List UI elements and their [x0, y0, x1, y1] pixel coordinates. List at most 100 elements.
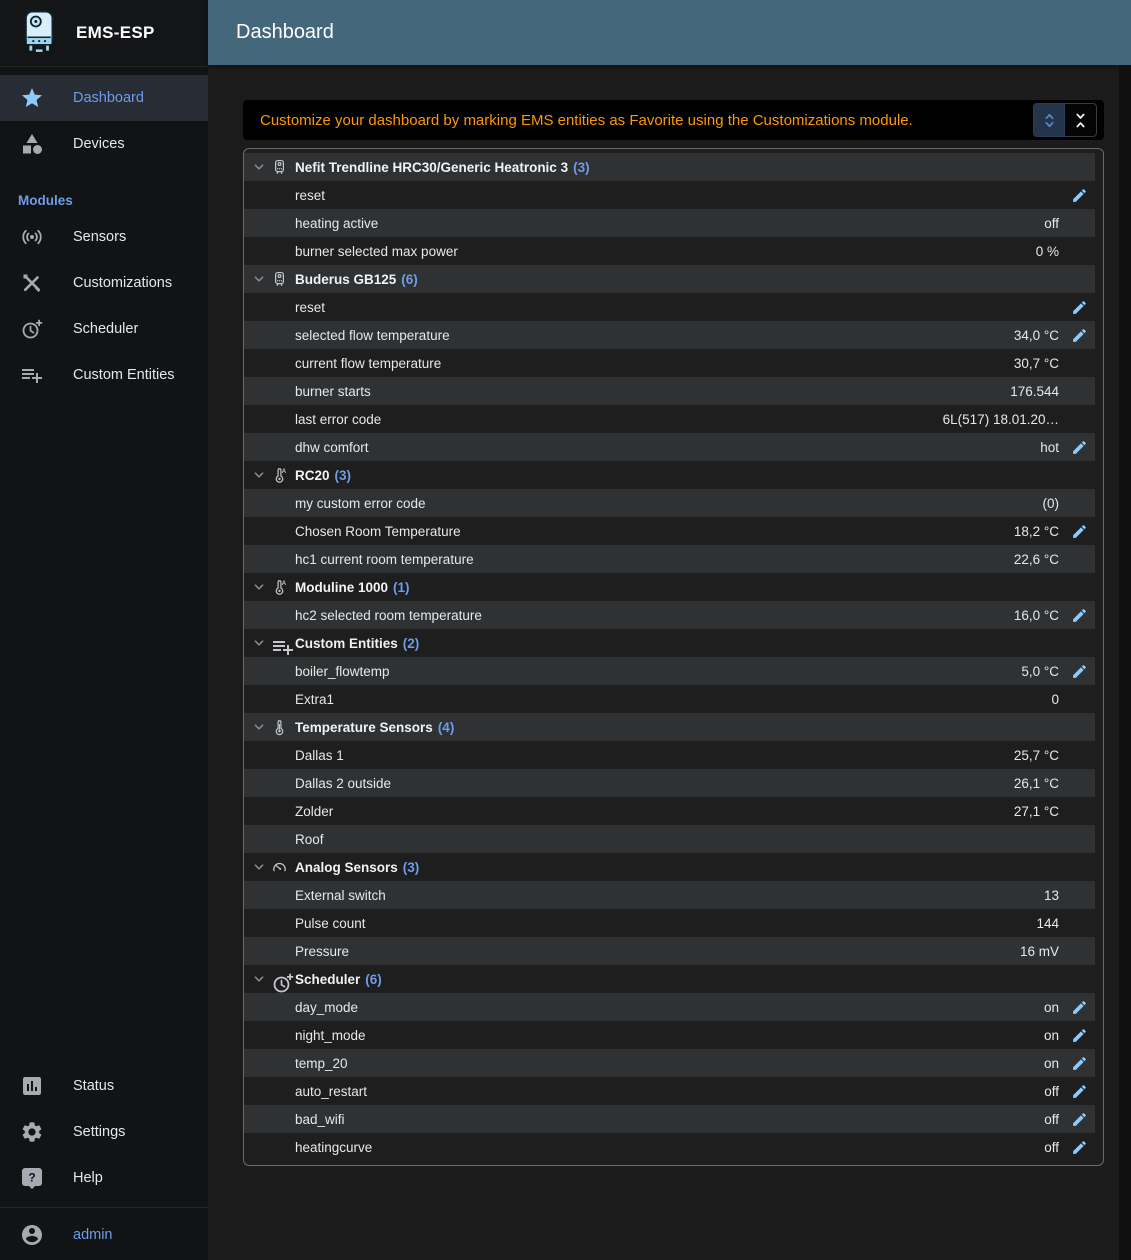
entity-value: hot	[1040, 439, 1059, 455]
group-name: Temperature Sensors	[295, 719, 433, 735]
sidebar-item-help[interactable]: ? Help	[0, 1155, 208, 1201]
edit-pencil-icon[interactable]	[1071, 439, 1088, 456]
group-header-row[interactable]: Analog Sensors (3)	[244, 853, 1095, 881]
group-header-row[interactable]: Custom Entities (2)	[244, 629, 1095, 657]
expand-all-button[interactable]	[1033, 103, 1065, 137]
edit-slot	[1067, 1135, 1091, 1159]
entity-value: 18,2 °C	[1013, 523, 1059, 539]
favorites-hint-text: Customize your dashboard by marking EMS …	[260, 111, 913, 129]
thermostat-auto-icon: A	[271, 579, 288, 596]
edit-slot	[1067, 547, 1091, 571]
entity-row: temp_20 on	[244, 1049, 1095, 1077]
sidebar-item-label: Help	[73, 1170, 103, 1186]
entity-value: off	[1044, 215, 1059, 231]
group-name: Custom Entities	[295, 635, 398, 651]
edit-pencil-icon[interactable]	[1071, 187, 1088, 204]
chevron-down-icon[interactable]	[251, 635, 267, 651]
group-name: Buderus GB125	[295, 271, 397, 287]
entity-value: 30,7 °C	[1013, 355, 1059, 371]
edit-pencil-icon[interactable]	[1071, 1111, 1088, 1128]
chevron-down-icon[interactable]	[251, 579, 267, 595]
sidebar-item-custom-entities[interactable]: Custom Entities	[0, 352, 208, 398]
sidebar-item-scheduler[interactable]: Scheduler	[0, 306, 208, 352]
entity-value: 144	[1036, 915, 1059, 931]
edit-slot	[1067, 1107, 1091, 1131]
group-name: Analog Sensors	[295, 859, 398, 875]
entity-row: External switch 13	[244, 881, 1095, 909]
chevron-down-icon[interactable]	[251, 719, 267, 735]
entity-row: night_mode on	[244, 1021, 1095, 1049]
entity-row: Chosen Room Temperature 18,2 °C	[244, 517, 1095, 545]
sidebar-item-label: Customizations	[73, 275, 173, 291]
sidebar-item-customizations[interactable]: Customizations	[0, 260, 208, 306]
chevron-down-icon[interactable]	[251, 467, 267, 483]
sidebar-item-status[interactable]: Status	[0, 1063, 208, 1109]
group-count: (6)	[365, 971, 382, 987]
entity-name: Pressure	[295, 943, 350, 959]
entity-name: Dallas 1	[295, 747, 344, 763]
edit-pencil-icon[interactable]	[1071, 663, 1088, 680]
edit-pencil-icon[interactable]	[1071, 1027, 1088, 1044]
edit-slot	[1067, 911, 1091, 935]
edit-slot	[1067, 379, 1091, 403]
sidebar-item-settings[interactable]: Settings	[0, 1109, 208, 1155]
edit-pencil-icon[interactable]	[1071, 299, 1088, 316]
entity-row: burner starts 176.544	[244, 377, 1095, 405]
entity-name: day_mode	[295, 999, 359, 1015]
signed-in-user-label: admin	[73, 1227, 113, 1243]
boiler-icon	[271, 271, 288, 288]
edit-slot	[1067, 827, 1091, 851]
edit-slot	[1067, 771, 1091, 795]
sensors-icon	[20, 225, 44, 249]
entity-name: Pulse count	[295, 915, 366, 931]
entity-name: Zolder	[295, 803, 334, 819]
entity-value: on	[1043, 999, 1059, 1015]
entity-row: heating active off	[244, 209, 1095, 237]
chevron-down-icon[interactable]	[251, 271, 267, 287]
entity-row: heatingcurve off	[244, 1133, 1095, 1161]
sidebar-item-label: Custom Entities	[73, 367, 175, 383]
group-header-row[interactable]: Temperature Sensors (4)	[244, 713, 1095, 741]
group-header-row[interactable]: A Moduline 1000 (1)	[244, 573, 1095, 601]
entity-row: boiler_flowtemp 5,0 °C	[244, 657, 1095, 685]
group-header-row[interactable]: Scheduler (6)	[244, 965, 1095, 993]
group-count: (1)	[393, 579, 410, 595]
group-count: (4)	[437, 719, 455, 735]
entity-name: Dallas 2 outside	[295, 775, 392, 791]
edit-slot	[1067, 1079, 1091, 1103]
group-header-row[interactable]: Nefit Trendline HRC30/Generic Heatronic …	[244, 153, 1095, 181]
edit-pencil-icon[interactable]	[1071, 999, 1088, 1016]
group-header-row[interactable]: Buderus GB125 (6)	[244, 265, 1095, 293]
edit-slot	[1067, 1023, 1091, 1047]
collapse-all-button[interactable]	[1065, 103, 1097, 137]
edit-pencil-icon[interactable]	[1071, 523, 1088, 540]
entity-row: hc2 selected room temperature 16,0 °C	[244, 601, 1095, 629]
sidebar-item-dashboard[interactable]: Dashboard	[0, 75, 208, 121]
entity-value: 13	[1043, 887, 1059, 903]
edit-slot	[1067, 351, 1091, 375]
group-name: Nefit Trendline HRC30/Generic Heatronic …	[295, 159, 569, 175]
edit-pencil-icon[interactable]	[1071, 1139, 1088, 1156]
edit-pencil-icon[interactable]	[1071, 1083, 1088, 1100]
chevron-down-icon[interactable]	[251, 159, 267, 175]
sidebar-item-admin-user[interactable]: admin	[0, 1212, 208, 1258]
svg-text:A: A	[282, 581, 287, 587]
edit-slot	[1067, 183, 1091, 207]
entity-name: Extra1	[295, 691, 335, 707]
chevron-down-icon[interactable]	[251, 971, 267, 987]
entity-value: 25,7 °C	[1013, 747, 1059, 763]
edit-pencil-icon[interactable]	[1071, 607, 1088, 624]
group-header-row[interactable]: A RC20 (3)	[244, 461, 1095, 489]
expand-collapse-toggle-group	[1033, 103, 1097, 137]
clock-plus-icon	[20, 317, 44, 341]
chevron-down-icon[interactable]	[251, 859, 267, 875]
edit-slot	[1067, 295, 1091, 319]
sidebar-item-sensors[interactable]: Sensors	[0, 214, 208, 260]
edit-slot	[1067, 603, 1091, 627]
edit-pencil-icon[interactable]	[1071, 1055, 1088, 1072]
sidebar-item-label: Sensors	[73, 229, 127, 245]
sidebar-item-devices[interactable]: Devices	[0, 121, 208, 167]
entity-row: last error code 6L(517) 18.01.20…	[244, 405, 1095, 433]
edit-pencil-icon[interactable]	[1071, 327, 1088, 344]
entity-value: on	[1043, 1027, 1059, 1043]
